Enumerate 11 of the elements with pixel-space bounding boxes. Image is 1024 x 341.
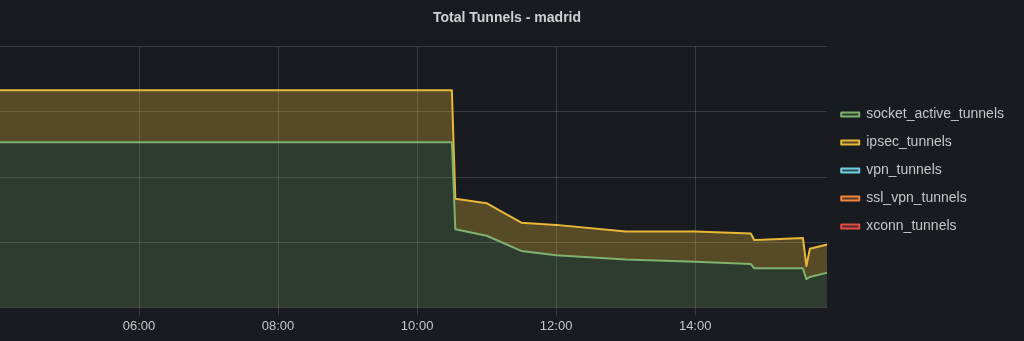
x-tick-label: 10:00: [400, 317, 434, 333]
legend-label: ssl_vpn_tunnels: [866, 189, 967, 206]
legend-label: socket_active_tunnels: [866, 105, 1005, 122]
legend-label: xconn_tunnels: [866, 217, 957, 234]
x-tick-label: 06:00: [122, 317, 156, 333]
legend-label: ipsec_tunnels: [866, 133, 952, 150]
x-tick-label: 14:00: [678, 317, 712, 333]
x-tick-label: 12:00: [539, 317, 573, 333]
x-tick-label: 08:00: [261, 317, 295, 333]
legend-label: vpn_tunnels: [866, 161, 942, 178]
chart-title: Total Tunnels - madrid: [432, 9, 582, 26]
